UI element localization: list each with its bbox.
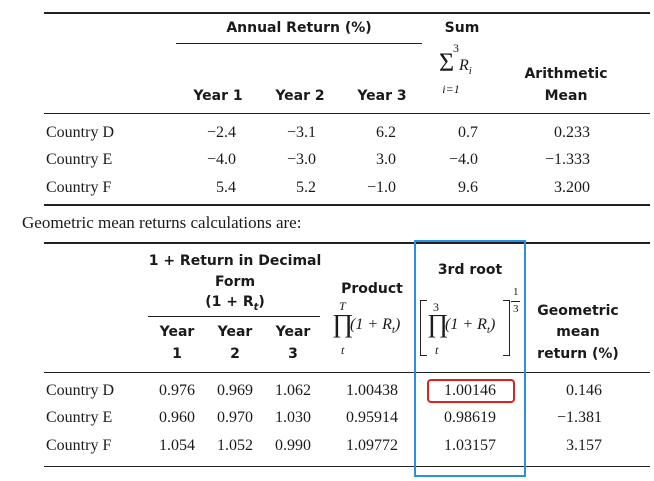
table2-root-exp-num: 1	[513, 286, 519, 298]
product-icon: ∏	[332, 309, 354, 338]
table2-row-d-y2: 0.969	[217, 382, 253, 399]
table2-row-d-country: Country D	[46, 382, 114, 399]
table1-sum-upper: 3	[453, 41, 459, 55]
table2-product-upper: T	[339, 299, 346, 313]
table2-row-d-geo: 0.146	[566, 382, 602, 399]
table2-row-f-product: 1.09772	[346, 437, 398, 454]
table2-col-year1: Year	[159, 324, 195, 340]
table1-row-d-sum: 0.7	[458, 124, 478, 141]
sigma-icon: Σ	[439, 48, 455, 77]
root-product-icon: ∏	[427, 309, 449, 338]
table1-row-f-country: Country F	[46, 179, 112, 196]
table1-sum-lower: i=1	[442, 82, 460, 96]
table1-arith-line2: Mean	[544, 88, 588, 104]
table2-col-num1: 1	[172, 346, 182, 362]
table2-root-expr: (1 + Rt)	[445, 316, 495, 336]
table2-root-lower: t	[435, 343, 439, 357]
table1-group-underline	[176, 43, 422, 44]
table1-row-e-sum: −4.0	[448, 151, 478, 168]
table2-product-lower: t	[341, 343, 345, 357]
table2-geo-line3: return (%)	[537, 346, 619, 362]
table2-row-e-geo: −1.381	[556, 409, 602, 426]
table2-row-e-root: 0.98619	[444, 409, 496, 426]
table2-col-num3: 3	[288, 346, 298, 362]
root-column-highlight	[414, 240, 526, 477]
table2-header-rule	[44, 372, 650, 373]
table2-row-f-country: Country F	[46, 437, 112, 454]
table1-row-e-y3: 3.0	[376, 151, 396, 168]
table1-row-e-country: Country E	[46, 151, 113, 168]
table1-row-d-mean: 0.233	[554, 124, 590, 141]
table2-row-e-country: Country E	[46, 409, 113, 426]
table2-col-num2: 2	[230, 346, 240, 362]
product-expr-close: )	[394, 316, 401, 333]
table1-header-rule	[44, 113, 650, 114]
table1-row-f-sum: 9.6	[458, 179, 478, 196]
right-bracket-icon	[503, 300, 510, 356]
table1-col-year3: Year 3	[357, 88, 407, 104]
table2-root-exp-den: 3	[513, 303, 519, 315]
table2-bottom-rule	[44, 466, 650, 467]
caption: Geometric mean returns calculations are:	[22, 213, 302, 232]
table2-top-rule	[44, 242, 650, 244]
table2-row-d-y3: 1.062	[275, 382, 311, 399]
table1-row-e-y1: −4.0	[206, 151, 236, 168]
root-expr-sub: t	[486, 324, 490, 337]
table2-group-line2: Form	[214, 274, 256, 290]
table1-top-rule	[44, 12, 650, 14]
table1-row-d-y1: −2.4	[206, 124, 236, 141]
table1-arith-line1: Arithmetic	[524, 66, 608, 82]
table2-group-line1: 1 + Return in Decimal	[148, 253, 322, 269]
root-expr-close: )	[489, 316, 496, 333]
table2-row-e-product: 0.95914	[346, 409, 398, 426]
table2-root-label: 3rd root	[437, 262, 503, 278]
left-bracket-icon	[420, 300, 427, 356]
product-expr-text: (1 + R	[350, 316, 392, 333]
table1-row-e-y2: −3.0	[286, 151, 316, 168]
table1-row-f-y1: 5.4	[216, 179, 236, 196]
table1-group-header: Annual Return (%)	[226, 20, 372, 36]
table2-col-year2: Year	[217, 324, 253, 340]
table2-row-e-y1: 0.960	[159, 409, 195, 426]
table2-root-upper: 3	[433, 300, 439, 314]
table2-row-f-geo: 3.157	[566, 437, 602, 454]
root-expr-text: (1 + R	[445, 316, 487, 333]
table2-row-f-y2: 1.052	[217, 437, 253, 454]
sum-var-letter: R	[459, 57, 469, 74]
sum-var-sub: i	[468, 65, 472, 78]
group-line3-sub: t	[253, 301, 259, 313]
table1-col-year2: Year 2	[275, 88, 325, 104]
table1-sum-label: Sum	[444, 20, 480, 36]
table1-bottom-rule	[44, 204, 650, 206]
table2-geo-line2: mean	[556, 324, 600, 340]
table1-row-d-y2: −3.1	[286, 124, 316, 141]
table1-sum-var: Ri	[459, 57, 472, 77]
table2-row-d-root: 1.00146	[444, 382, 496, 399]
table2-col-year3: Year	[275, 324, 311, 340]
table1-row-f-mean: 3.200	[554, 179, 590, 196]
group-line3-text: (1 + R	[205, 294, 254, 310]
table2-geo-line1: Geometric	[537, 303, 619, 319]
product-expr-sub: t	[391, 324, 395, 337]
table2-group-underline	[148, 316, 320, 317]
table2-row-e-y3: 1.030	[275, 409, 311, 426]
table2-row-e-y2: 0.970	[217, 409, 253, 426]
table2-product-expr: (1 + Rt)	[350, 316, 400, 336]
table2-row-d-y1: 0.976	[159, 382, 195, 399]
table2-group-line3: (1 + Rt)	[140, 294, 330, 313]
table1-row-d-y3: 6.2	[376, 124, 396, 141]
table1-row-d-country: Country D	[46, 124, 114, 141]
group-line3-end: )	[258, 294, 265, 310]
table2-row-d-product: 1.00438	[346, 382, 398, 399]
table1-col-year1: Year 1	[193, 88, 243, 104]
table1-row-e-mean: −1.333	[544, 151, 590, 168]
table2-row-f-root: 1.03157	[444, 437, 496, 454]
table1-row-f-y2: 5.2	[296, 179, 316, 196]
table2-row-f-y3: 0.990	[275, 437, 311, 454]
root-value-highlight	[427, 379, 515, 403]
table2-product-label: Product	[341, 281, 403, 297]
table2-row-f-y1: 1.054	[159, 437, 195, 454]
table2-root-exp-bar	[511, 301, 520, 302]
table1-row-f-y3: −1.0	[366, 179, 396, 196]
